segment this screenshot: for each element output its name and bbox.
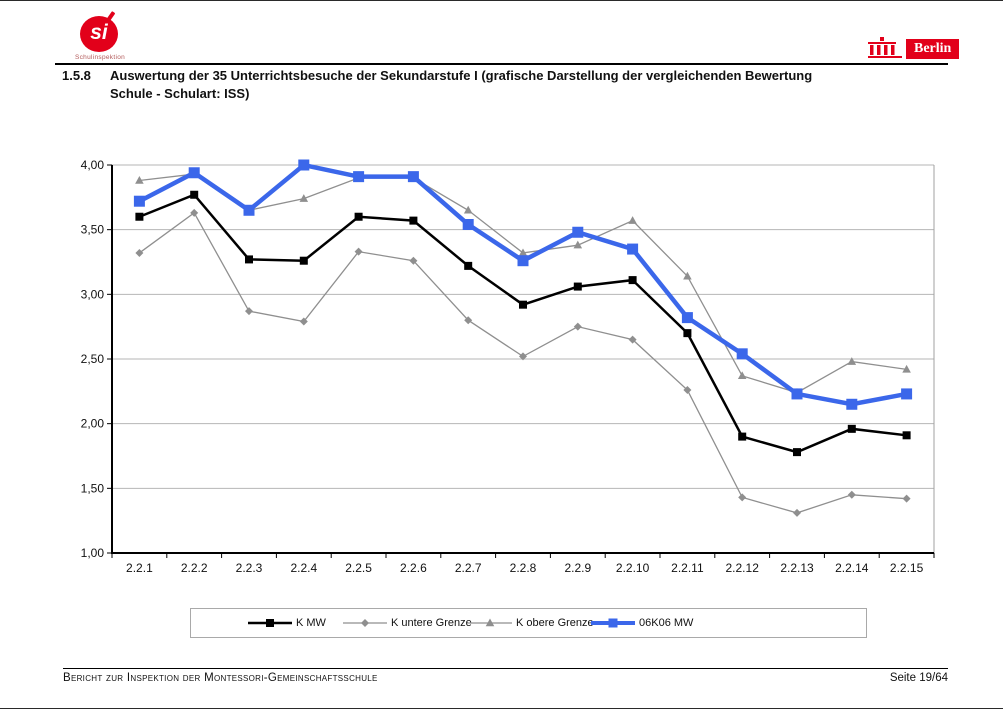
square-marker-icon: [591, 618, 635, 628]
series-k-mw: [135, 190, 911, 457]
svg-text:2.2.4: 2.2.4: [290, 561, 317, 575]
svg-text:2.2.12: 2.2.12: [726, 561, 760, 575]
berlin-wordmark: Berlin: [906, 39, 960, 59]
legend-item-k-obere-grenze: K obere Grenze: [468, 616, 594, 630]
legend-label: K MW: [296, 617, 326, 629]
svg-text:2.2.2: 2.2.2: [181, 561, 208, 575]
series-06k06-mw: [133, 159, 913, 410]
svg-text:2.2.1: 2.2.1: [126, 561, 153, 575]
comparison-line-chart: 4,00 3,50 3,00 2,50 2,00 1,50 1,00 2.2.1 2.2.2 2.…: [60, 141, 950, 587]
svg-text:3,00: 3,00: [81, 287, 105, 301]
svg-text:2.2.8: 2.2.8: [510, 561, 537, 575]
svg-text:4,00: 4,00: [81, 158, 105, 172]
svg-text:2.2.15: 2.2.15: [890, 561, 924, 575]
footer-divider: [63, 668, 948, 669]
svg-text:2.2.3: 2.2.3: [236, 561, 263, 575]
brandenburg-gate-icon: [868, 37, 902, 58]
legend-label: K obere Grenze: [516, 617, 594, 629]
footer: Bericht zur Inspektion der Montessori-Ge…: [63, 672, 948, 684]
svg-text:2.2.10: 2.2.10: [616, 561, 650, 575]
section-number: 1.5.8: [62, 68, 91, 83]
chart-canvas: 4,00 3,50 3,00 2,50 2,00 1,50 1,00 2.2.1 2.2.2 2.…: [81, 158, 935, 575]
legend-item-k-untere-grenze: K untere Grenze: [343, 616, 472, 630]
footer-page-number: Seite 19/64: [889, 672, 948, 684]
svg-text:2.2.14: 2.2.14: [835, 561, 869, 575]
footer-report-title: Bericht zur Inspektion der Montessori-Ge…: [63, 672, 378, 684]
svg-text:2.2.5: 2.2.5: [345, 561, 372, 575]
legend-item-k-mw: K MW: [248, 616, 326, 630]
chart-legend: K MW K untere Grenze K obere Grenze 06K06 M…: [190, 608, 867, 638]
svg-text:3,50: 3,50: [81, 223, 105, 237]
berlin-logo: Berlin: [868, 35, 960, 59]
section-title: 1.5.8 Auswertung der 35 Unterrichtsbesuc…: [62, 67, 942, 103]
series-k-untere-grenze: [135, 208, 911, 517]
svg-text:1,50: 1,50: [81, 481, 105, 495]
square-marker-icon: [248, 619, 292, 627]
svg-text:2.2.9: 2.2.9: [564, 561, 591, 575]
svg-text:2.2.7: 2.2.7: [455, 561, 482, 575]
svg-text:2.2.13: 2.2.13: [780, 561, 814, 575]
svg-text:2,00: 2,00: [81, 417, 105, 431]
schulinspektion-logo: si Schulinspektion: [75, 11, 145, 63]
section-title-text: Auswertung der 35 Unterrichtsbesuche der…: [110, 68, 813, 101]
triangle-marker-icon: [468, 618, 512, 627]
series-k-obere-grenze: [135, 169, 911, 396]
diamond-marker-icon: [343, 619, 387, 627]
legend-label: 06K06 MW: [639, 617, 694, 629]
si-logo-icon: si: [80, 16, 118, 52]
logo-caption: Schulinspektion: [75, 54, 126, 61]
header-divider: [55, 63, 948, 65]
svg-text:2,50: 2,50: [81, 352, 105, 366]
svg-text:1,00: 1,00: [81, 546, 105, 560]
legend-item-06k06-mw: 06K06 MW: [591, 616, 693, 630]
svg-text:2.2.11: 2.2.11: [671, 561, 704, 575]
legend-label: K untere Grenze: [391, 617, 472, 629]
svg-text:2.2.6: 2.2.6: [400, 561, 427, 575]
